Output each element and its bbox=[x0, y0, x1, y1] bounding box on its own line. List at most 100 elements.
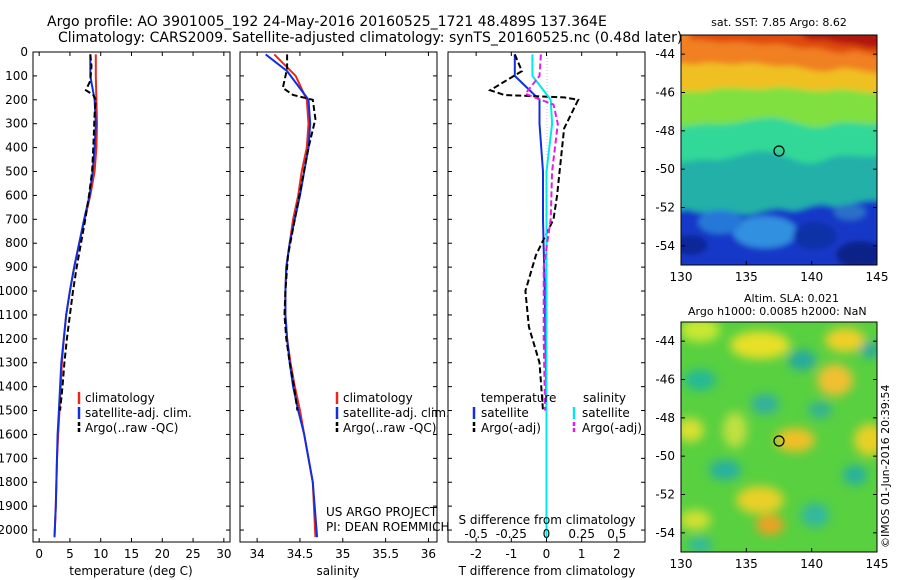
salinity-tick-label: 36 bbox=[421, 547, 436, 561]
depth-tick-label: 900 bbox=[5, 260, 28, 274]
legend-temp-satellite-label: satellite bbox=[481, 406, 529, 420]
difference-top-axis-label: S difference from climatology bbox=[459, 513, 636, 527]
legend-satellite-label: satellite-adj. clim. bbox=[343, 406, 450, 420]
t-difference-tick-label: -1 bbox=[505, 547, 517, 561]
latitude-tick-label: -54 bbox=[655, 526, 675, 540]
temperature-tick-label: 30 bbox=[216, 547, 231, 561]
depth-tick-label: 1200 bbox=[0, 332, 28, 346]
depth-tick-label: 1300 bbox=[0, 356, 28, 370]
figure-title-line1: Argo profile: AO 3901005_192 24-May-2016… bbox=[47, 14, 607, 30]
legend-sal-satellite-label: satellite bbox=[582, 406, 630, 420]
t-difference-tick-label: 1 bbox=[578, 547, 586, 561]
sst-map-title: sat. SST: 7.85 Argo: 8.62 bbox=[711, 16, 847, 29]
temperature-tick-label: 0 bbox=[35, 547, 43, 561]
salinity-tick-label: 34 bbox=[249, 547, 264, 561]
latitude-tick-label: -52 bbox=[655, 201, 675, 215]
salinity-legend: climatology satellite-adj. clim. Argo(..… bbox=[335, 391, 450, 435]
difference-series bbox=[487, 54, 580, 538]
legend-argo-label: Argo(..raw -QC) bbox=[85, 421, 178, 435]
pi-annotation: PI: DEAN ROEMMICH bbox=[326, 520, 449, 534]
sst-argo-location-marker bbox=[773, 145, 785, 157]
depth-tick-label: 600 bbox=[5, 188, 28, 202]
salinity-x-label: salinity bbox=[316, 564, 359, 578]
climatology-line bbox=[53, 54, 99, 538]
latitude-tick-label: -50 bbox=[655, 449, 675, 463]
longitude-tick-label: 135 bbox=[735, 557, 758, 571]
depth-tick-label: 1600 bbox=[0, 427, 28, 441]
temperature-tick-label: 5 bbox=[66, 547, 74, 561]
longitude-tick-label: 130 bbox=[670, 270, 693, 284]
temperature-panel: 0100200300400500600700800900100011001200… bbox=[0, 45, 231, 578]
sst-field bbox=[681, 35, 877, 265]
s-difference-tick-label: 0.5 bbox=[607, 527, 626, 541]
difference-panel: -2 -1 0 1 2 S difference from climatology -0… bbox=[447, 51, 646, 578]
sla-map-frame bbox=[680, 321, 878, 553]
salinity-tick-label: 34.5 bbox=[287, 547, 314, 561]
depth-tick-label: 500 bbox=[5, 165, 28, 179]
satellite-adj-line bbox=[53, 54, 97, 538]
longitude-tick-label: 135 bbox=[735, 270, 758, 284]
salinity-tick-label: 35 bbox=[335, 547, 350, 561]
difference-x-ticks: -2 -1 0 1 2 bbox=[470, 52, 621, 561]
latitude-tick-label: -48 bbox=[655, 411, 675, 425]
t-difference-tick-label: 2 bbox=[613, 547, 621, 561]
salinity-x-ticks: 34 34.5 35 35.5 36 bbox=[249, 52, 436, 561]
temperature-tick-label: 20 bbox=[155, 547, 170, 561]
latitude-tick-label: -44 bbox=[655, 47, 675, 61]
sla-x-ticks: 130 135 140 145 bbox=[670, 548, 888, 571]
t-difference-tick-label: -2 bbox=[470, 547, 482, 561]
latitude-tick-label: -46 bbox=[655, 373, 675, 387]
sst-map: sat. SST: 7.85 Argo: 8.62 130 135 140 1 bbox=[655, 16, 888, 284]
temperature-legend: climatology satellite-adj. clim. Argo(..… bbox=[77, 391, 192, 435]
longitude-tick-label: 130 bbox=[670, 557, 693, 571]
depth-tick-label: 800 bbox=[5, 236, 28, 250]
salinity-panel: 34 34.5 35 35.5 36 salinity climatology sate… bbox=[239, 51, 450, 578]
temperature-tick-label: 25 bbox=[185, 547, 200, 561]
salinity-tick-label: 35.5 bbox=[372, 547, 399, 561]
legend-salinity-title: salinity bbox=[583, 391, 626, 405]
depth-tick-label: 1700 bbox=[0, 451, 28, 465]
legend-satellite-label: satellite-adj. clim. bbox=[85, 406, 192, 420]
salinity-argo-line bbox=[523, 54, 559, 411]
latitude-tick-label: -54 bbox=[655, 239, 675, 253]
sla-y-ticks: -44 -46 -48 -50 -52 -54 bbox=[655, 334, 877, 540]
legend-sal-argo-label: Argo(-adj) bbox=[582, 421, 642, 435]
difference-top-ticks: -0.5 -0.25 0 0.25 0.5 bbox=[464, 527, 626, 541]
difference-legend: temperature satellite Argo(-adj) salinit… bbox=[472, 391, 642, 435]
temperature-series bbox=[53, 54, 99, 538]
legend-climatology-label: climatology bbox=[343, 391, 413, 405]
depth-tick-label: 200 bbox=[5, 93, 28, 107]
salinity-y-ticks bbox=[240, 51, 437, 531]
depth-tick-label: 1500 bbox=[0, 404, 28, 418]
difference-y-ticks bbox=[448, 51, 645, 531]
temperature-tick-label: 10 bbox=[93, 547, 108, 561]
temperature-x-label: temperature (deg C) bbox=[69, 564, 192, 578]
depth-tick-label: 400 bbox=[5, 141, 28, 155]
depth-tick-label: 1100 bbox=[0, 308, 28, 322]
legend-argo-label: Argo(..raw -QC) bbox=[343, 421, 436, 435]
depth-tick-label: 100 bbox=[5, 69, 28, 83]
s-difference-tick-label: 0 bbox=[543, 527, 551, 541]
satellite-adj-line bbox=[265, 53, 319, 538]
sla-map-title-line1: Altim. SLA: 0.021 bbox=[744, 292, 839, 305]
legend-temp-argo-label: Argo(-adj) bbox=[481, 421, 541, 435]
depth-tick-label: 0 bbox=[20, 45, 28, 59]
t-difference-tick-label: 0 bbox=[543, 547, 551, 561]
latitude-tick-label: -46 bbox=[655, 86, 675, 100]
argo-line bbox=[59, 54, 97, 411]
temperature-tick-label: 15 bbox=[124, 547, 139, 561]
depth-tick-label: 2000 bbox=[0, 523, 28, 537]
longitude-tick-label: 140 bbox=[800, 557, 823, 571]
latitude-tick-label: -48 bbox=[655, 124, 675, 138]
salinity-series bbox=[265, 53, 319, 538]
s-difference-tick-label: -0.25 bbox=[496, 527, 527, 541]
depth-tick-label: 700 bbox=[5, 212, 28, 226]
sla-map-title-line2: Argo h1000: 0.0085 h2000: NaN bbox=[688, 305, 867, 318]
depth-tick-label: 1000 bbox=[0, 284, 28, 298]
sst-x-ticks: 130 135 140 145 bbox=[670, 261, 888, 284]
legend-temperature-title: temperature bbox=[481, 391, 556, 405]
project-annotation: US ARGO PROJECT bbox=[326, 505, 438, 519]
temperature-satellite-line bbox=[513, 54, 548, 538]
latitude-tick-label: -52 bbox=[655, 488, 675, 502]
